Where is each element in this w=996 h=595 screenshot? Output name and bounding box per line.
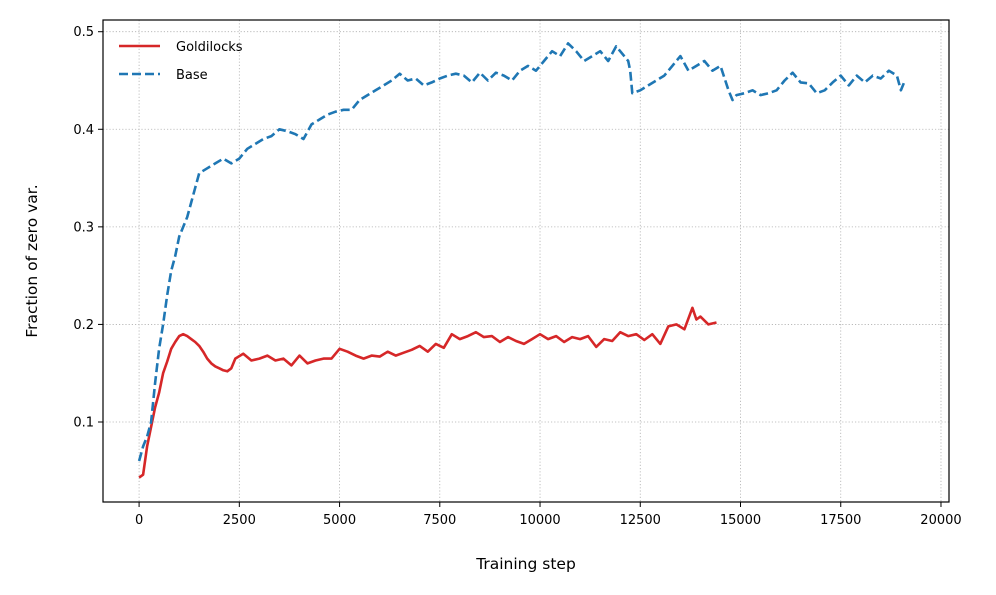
x-tick-label: 5000 [323,513,356,528]
y-axis-ticks: 0.1 0.2 0.3 0.4 0.5 [73,25,103,430]
y-tick-label: 0.1 [73,415,94,430]
x-axis-label: Training step [475,555,576,573]
x-axis-ticks: 0 2500 5000 7500 10000 12500 15000 17500 20000 [135,502,962,528]
x-tick-label: 10000 [519,513,560,528]
x-tick-label: 0 [135,513,143,528]
y-axis-label: Fraction of zero var. [23,184,41,337]
legend-label-base: Base [176,68,208,83]
series-line-base [137,42,907,462]
x-tick-label: 12500 [620,513,661,528]
y-tick-label: 0.3 [73,220,94,235]
x-tick-label: 17500 [820,513,861,528]
y-tick-label: 0.5 [73,25,94,40]
x-tick-label: 20000 [920,513,961,528]
x-tick-label: 2500 [223,513,256,528]
plot-frame [102,19,950,503]
legend-label-goldilocks: Goldilocks [176,40,243,55]
series-line-goldilocks [138,306,717,479]
y-tick-label: 0.2 [73,318,94,333]
grid [103,20,949,502]
x-tick-label: 15000 [720,513,761,528]
x-tick-label: 7500 [423,513,456,528]
y-tick-label: 0.4 [73,123,94,138]
series-lines [137,42,907,479]
legend: Goldilocks Base [119,40,243,83]
